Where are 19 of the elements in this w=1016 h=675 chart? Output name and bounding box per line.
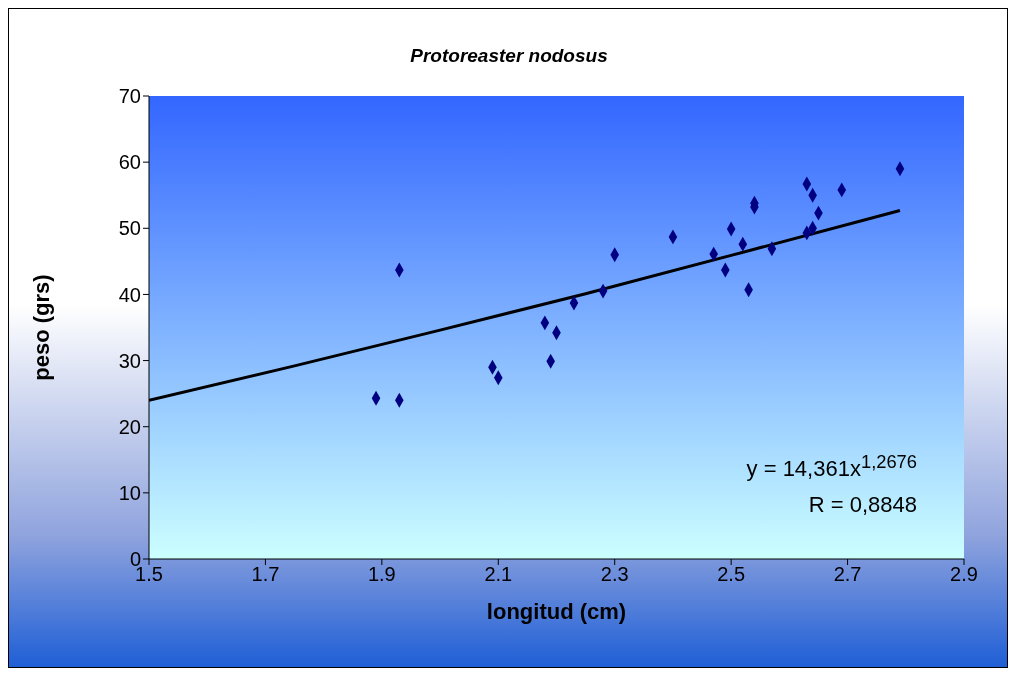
y-tick-label: 60 xyxy=(118,151,141,174)
annotation: R = 0,8848 xyxy=(807,491,917,520)
chart-title: Protoreaster nodosus xyxy=(409,45,609,67)
x-axis-title: longitud (cm) xyxy=(486,598,627,624)
y-axis-title: peso (grs) xyxy=(28,274,54,381)
annotation: y = 14,361x$^{1,2676}$ xyxy=(746,450,917,484)
y-tick-label: 50 xyxy=(118,217,141,240)
x-tick-label: 2.3 xyxy=(600,563,629,586)
y-tick-label: 10 xyxy=(118,481,141,504)
x-tick-label: 1.7 xyxy=(251,563,280,586)
x-tick-label: 1.9 xyxy=(367,563,396,586)
y-tick-label: 70 xyxy=(118,85,141,108)
y-tick-label: 30 xyxy=(118,349,141,372)
y-tick-label: 20 xyxy=(118,415,141,438)
y-tick-label: 40 xyxy=(118,283,141,306)
x-tick-label: 2.7 xyxy=(833,563,862,586)
x-tick-label: 2.5 xyxy=(717,563,746,586)
x-tick-label: 2.1 xyxy=(484,563,513,586)
x-tick-label: 2.9 xyxy=(950,563,978,586)
